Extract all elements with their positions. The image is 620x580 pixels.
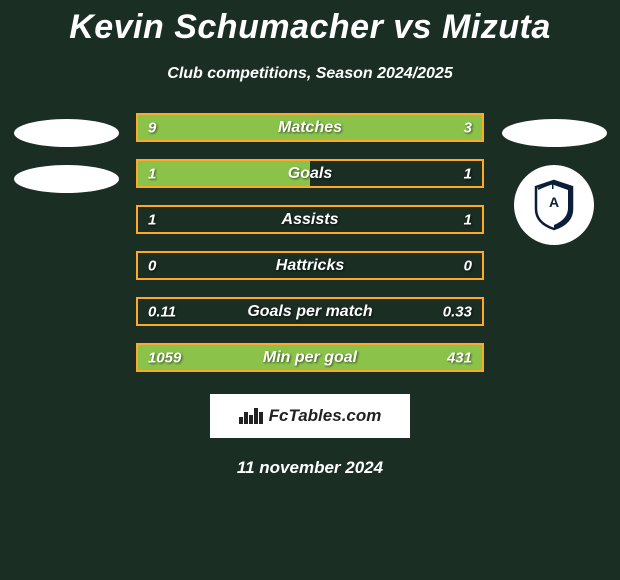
stat-label: Assists: [282, 211, 339, 229]
fctables-label: FcTables.com: [269, 406, 382, 426]
stat-right-value: 1: [464, 165, 472, 182]
subtitle: Club competitions, Season 2024/2025: [0, 65, 620, 83]
shield-icon: A: [532, 179, 576, 231]
stat-right-value: 0: [464, 257, 472, 274]
stat-bar: 1 1 Goals: [136, 159, 484, 188]
stat-label: Goals per match: [247, 303, 372, 321]
stat-left-value: 9: [148, 119, 156, 136]
stat-bar: 1059 431 Min per goal: [136, 343, 484, 372]
club-badge-placeholder: [502, 119, 607, 147]
club-badge-placeholder: [14, 165, 119, 193]
stat-bar: 0.11 0.33 Goals per match: [136, 297, 484, 326]
bar-chart-icon: [239, 408, 263, 424]
stat-label: Hattricks: [276, 257, 344, 275]
stat-right-value: 431: [447, 349, 472, 366]
svg-text:A: A: [549, 194, 559, 210]
stats-bars: 9 3 Matches 1 1 Goals 1 1 Assists 0 0 Hattricks 0.11…: [136, 113, 484, 372]
stat-bar: 1 1 Assists: [136, 205, 484, 234]
right-badge-column: A: [499, 113, 609, 245]
stat-label: Goals: [288, 165, 332, 183]
date-label: 11 november 2024: [0, 458, 620, 478]
stat-right-value: 1: [464, 211, 472, 228]
stat-left-value: 1: [148, 211, 156, 228]
fctables-badge: FcTables.com: [210, 394, 410, 438]
stat-label: Min per goal: [263, 349, 357, 367]
club-badge-placeholder: [14, 119, 119, 147]
page-title: Kevin Schumacher vs Mizuta: [0, 0, 620, 47]
club-badge-arminia: A: [514, 165, 594, 245]
stat-left-value: 1: [148, 165, 156, 182]
comparison-row: 9 3 Matches 1 1 Goals 1 1 Assists 0 0 Hattricks 0.11…: [0, 113, 620, 372]
stat-left-value: 0.11: [148, 303, 176, 320]
stat-left-value: 1059: [148, 349, 181, 366]
bar-fill: [138, 161, 310, 186]
stat-right-value: 3: [464, 119, 472, 136]
stat-right-value: 0.33: [443, 303, 472, 320]
stat-bar: 9 3 Matches: [136, 113, 484, 142]
bar-fill-left: [138, 115, 396, 140]
stat-bar: 0 0 Hattricks: [136, 251, 484, 280]
stat-label: Matches: [278, 119, 342, 137]
left-badge-column: [11, 113, 121, 193]
stat-left-value: 0: [148, 257, 156, 274]
